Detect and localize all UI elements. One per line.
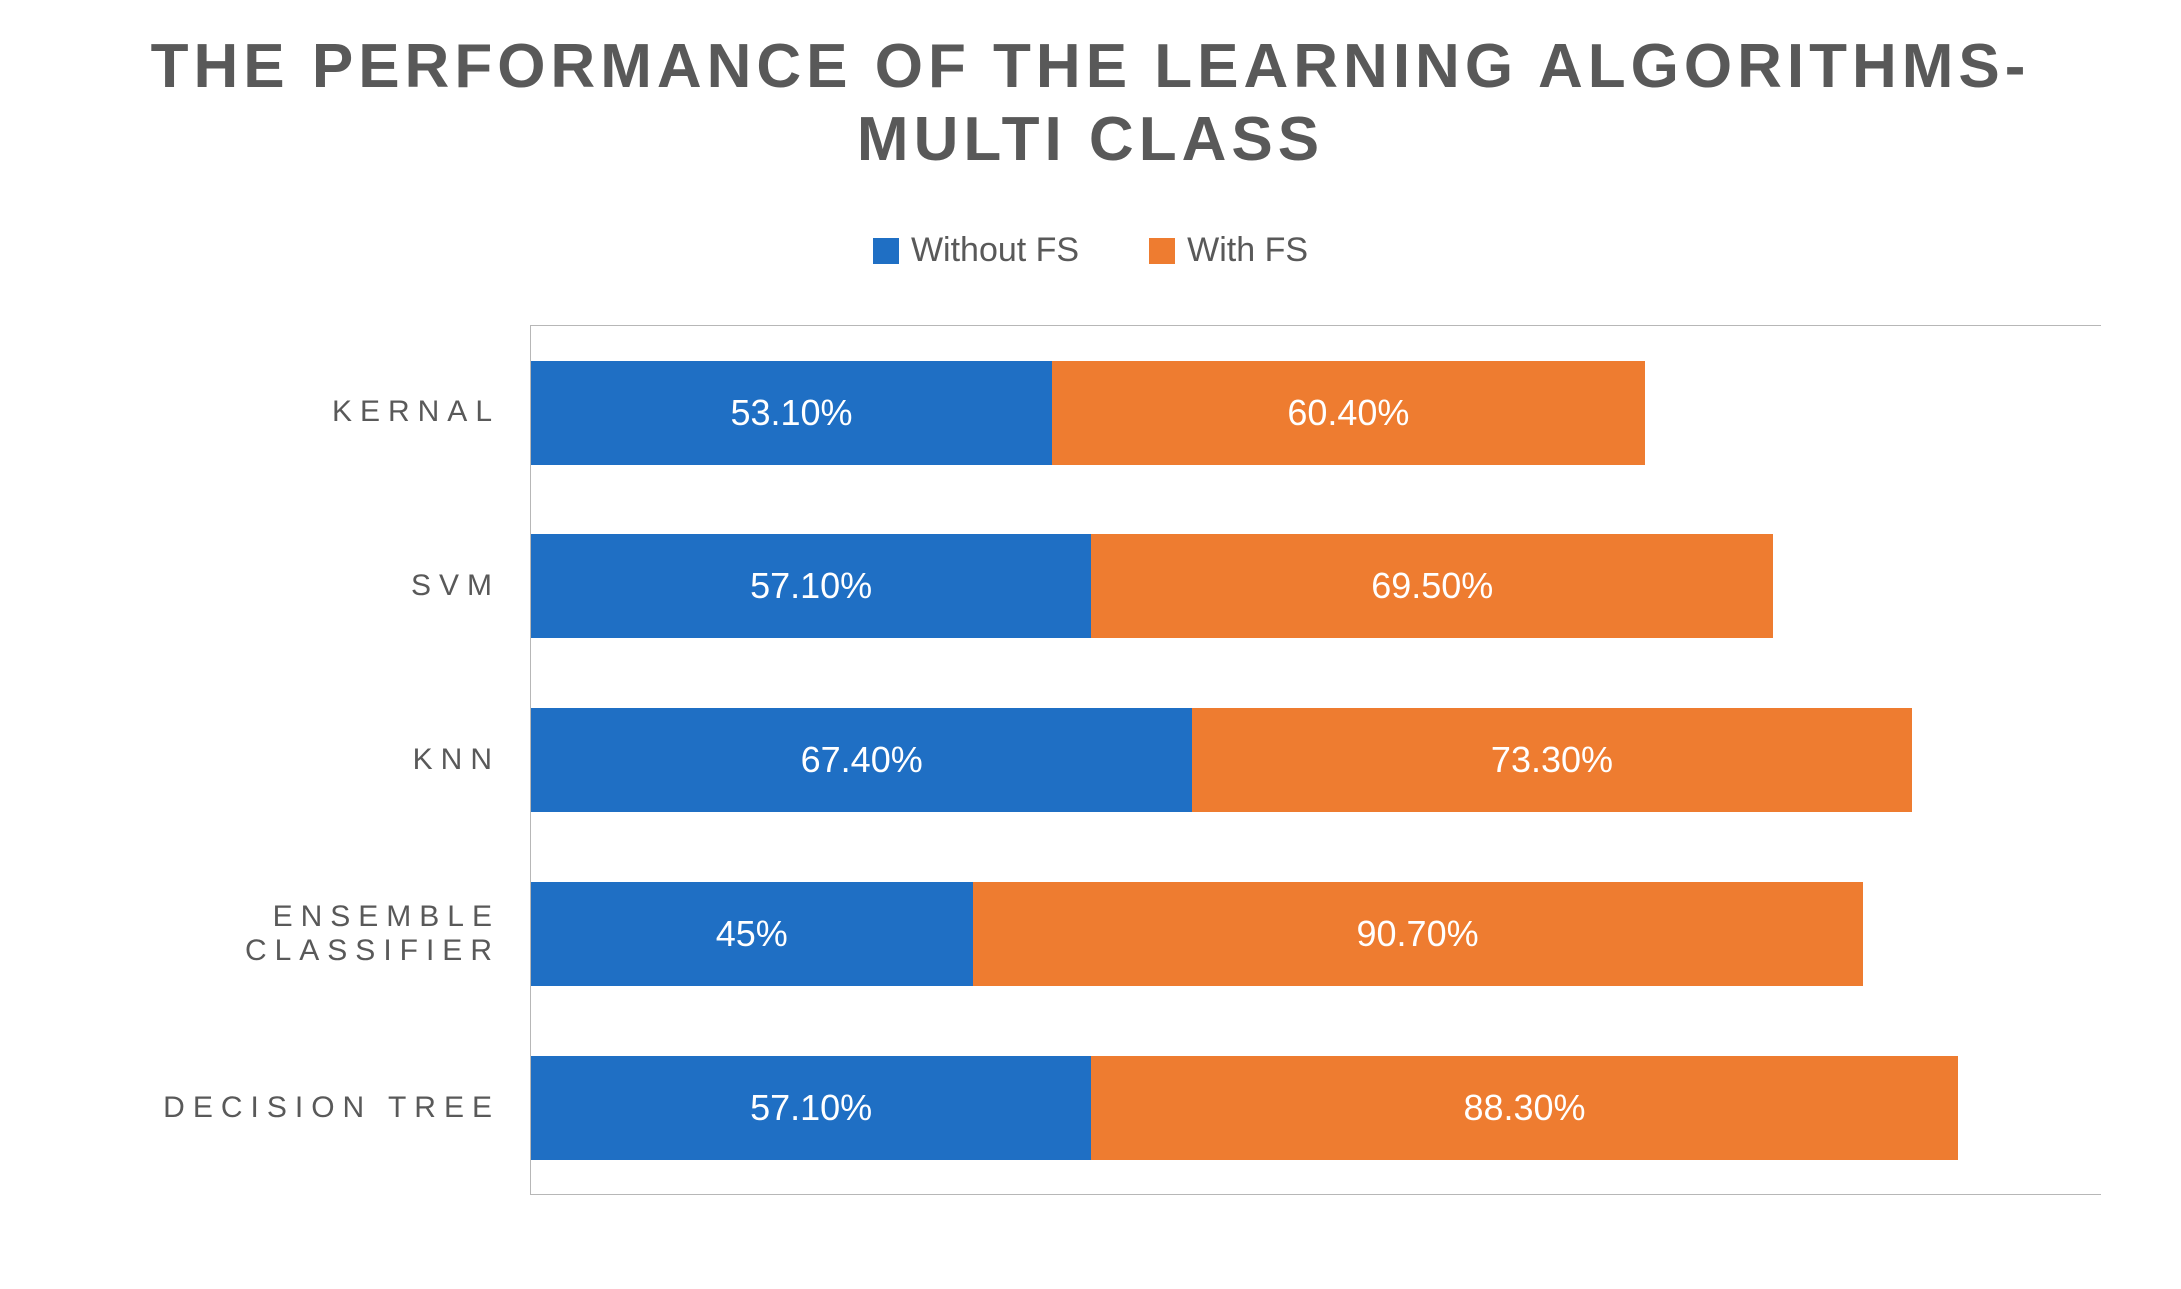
bar-row: SVM 57.10% 69.50% (80, 499, 2101, 673)
legend-label-without-fs: Without FS (911, 231, 1079, 270)
bar-seg-with-fs: 90.70% (973, 882, 1863, 986)
bar-seg-with-fs: 69.50% (1091, 534, 1773, 638)
bar-stack-svm: 57.10% 69.50% (531, 534, 2101, 638)
bar-seg-without-fs: 57.10% (531, 534, 1091, 638)
bar-seg-with-fs: 60.40% (1052, 361, 1645, 465)
legend-item-without-fs: Without FS (873, 231, 1079, 270)
bar-row: KNN 67.40% 73.30% (80, 673, 2101, 847)
bar-stack-knn: 67.40% 73.30% (531, 708, 2101, 812)
category-label-decision-tree: DECISION TREE (80, 1091, 530, 1125)
bar-track: 45% 90.70% (530, 847, 2101, 1021)
category-label-svm: SVM (80, 569, 530, 603)
category-label-kernal: KERNAL (80, 395, 530, 429)
legend: Without FS With FS (80, 231, 2101, 270)
bar-seg-without-fs: 45% (531, 882, 973, 986)
bar-row: ENSEMBLE CLASSIFIER 45% 90.70% (80, 847, 2101, 1021)
bar-track: 57.10% 88.30% (530, 1021, 2101, 1195)
legend-item-with-fs: With FS (1149, 231, 1308, 270)
bar-seg-without-fs: 57.10% (531, 1056, 1091, 1160)
category-label-ensemble: ENSEMBLE CLASSIFIER (80, 900, 530, 968)
bar-row: KERNAL 53.10% 60.40% (80, 325, 2101, 499)
legend-swatch-with-fs (1149, 238, 1175, 264)
category-label-knn: KNN (80, 743, 530, 777)
bar-stack-decision-tree: 57.10% 88.30% (531, 1056, 2101, 1160)
chart-plot-area: KERNAL 53.10% 60.40% SVM 57.10% 69.50% K… (80, 325, 2101, 1195)
bar-seg-without-fs: 53.10% (531, 361, 1052, 465)
bar-track: 57.10% 69.50% (530, 499, 2101, 673)
bar-track: 67.40% 73.30% (530, 673, 2101, 847)
legend-label-with-fs: With FS (1187, 231, 1308, 270)
bar-seg-with-fs: 73.30% (1192, 708, 1911, 812)
bar-track: 53.10% 60.40% (530, 325, 2101, 499)
chart-title: THE PERFORMANCE OF THE LEARNING ALGORITH… (80, 30, 2101, 176)
bar-seg-without-fs: 67.40% (531, 708, 1192, 812)
bar-row: DECISION TREE 57.10% 88.30% (80, 1021, 2101, 1195)
bar-stack-ensemble: 45% 90.70% (531, 882, 2101, 986)
legend-swatch-without-fs (873, 238, 899, 264)
bar-stack-kernal: 53.10% 60.40% (531, 361, 2101, 465)
bar-seg-with-fs: 88.30% (1091, 1056, 1957, 1160)
